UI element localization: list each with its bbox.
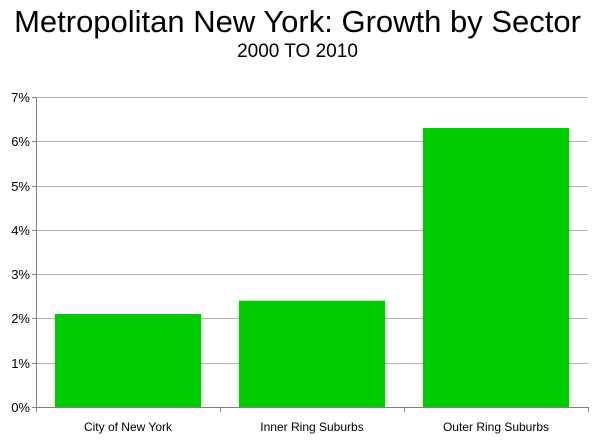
chart-subtitle: 2000 TO 2010 <box>237 41 358 62</box>
bar <box>238 300 386 407</box>
bar <box>422 128 570 407</box>
x-category-labels: City of New York Inner Ring Suburbs Outer … <box>84 420 549 434</box>
y-tick-label: 5% <box>11 179 30 194</box>
x-category-label: Outer Ring Suburbs <box>443 420 549 434</box>
y-tick-labels: 0% 1% 2% 3% 4% 5% 6% 7% <box>11 90 30 415</box>
axes <box>32 97 589 412</box>
x-category-label: City of New York <box>84 420 173 434</box>
bars <box>54 128 570 407</box>
y-tick-label: 4% <box>11 223 30 238</box>
y-tick-label: 6% <box>11 134 30 149</box>
y-tick-label: 7% <box>11 90 30 105</box>
bar <box>54 314 202 407</box>
y-tick-label: 0% <box>11 400 30 415</box>
chart-title: Metropolitan New York: Growth by Sector <box>14 4 581 39</box>
y-tick-label: 2% <box>11 311 30 326</box>
x-category-label: Inner Ring Suburbs <box>260 420 363 434</box>
y-tick-label: 1% <box>11 356 30 371</box>
y-tick-label: 3% <box>11 267 30 282</box>
